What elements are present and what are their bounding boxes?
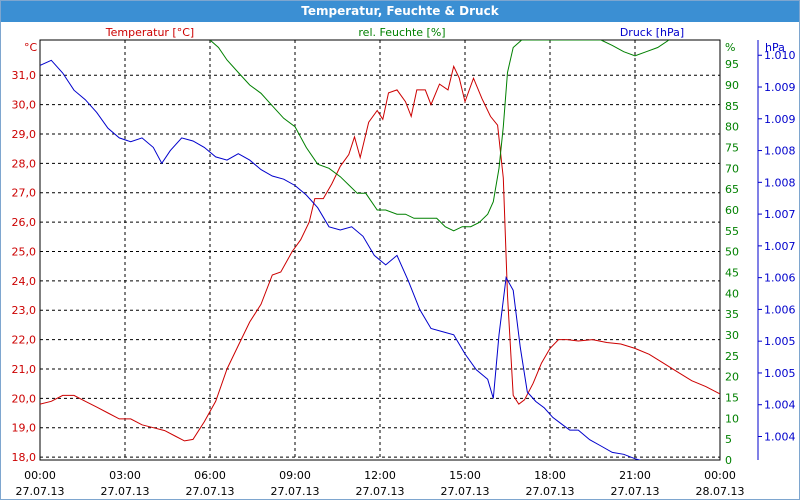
pressure-tick-label: 1.009 [764,81,796,94]
temperature-axis-title: Temperatur [°C] [105,26,194,39]
x-tick-time: 00:00 [24,469,56,482]
x-tick-date: 27.07.13 [186,485,235,498]
pressure-tick-label: 1.004 [764,430,796,443]
humidity-tick-label: 40 [725,287,739,300]
temperature-tick-label: 23,0 [12,304,37,317]
x-tick-date: 27.07.13 [271,485,320,498]
humidity-unit: % [725,41,735,54]
temperature-tick-label: 28,0 [12,157,37,170]
humidity-tick-label: 60 [725,204,739,217]
x-tick-time: 15:00 [449,469,481,482]
pressure-tick-label: 1.006 [764,303,796,316]
humidity-tick-label: 15 [725,392,739,405]
humidity-tick-label: 80 [725,121,739,134]
x-tick-date: 28.07.13 [696,485,745,498]
x-tick-date: 27.07.13 [16,485,65,498]
x-tick-date: 27.07.13 [356,485,405,498]
pressure-axis-title: Druck [hPa] [620,26,684,39]
humidity-tick-label: 0 [725,454,732,467]
humidity-tick-label: 5 [725,433,732,446]
temperature-tick-label: 20,0 [12,392,37,405]
temperature-tick-label: 19,0 [12,422,37,435]
x-tick-time: 03:00 [109,469,141,482]
temperature-tick-label: 22,0 [12,334,37,347]
humidity-tick-label: 70 [725,162,739,175]
temperature-tick-label: 24,0 [12,275,37,288]
temperature-tick-label: 29,0 [12,128,37,141]
humidity-tick-label: 30 [725,329,739,342]
temperature-tick-label: 27,0 [12,187,37,200]
humidity-axis-title: rel. Feuchte [%] [358,26,445,39]
temperature-tick-label: 21,0 [12,363,37,376]
temperature-tick-label: 26,0 [12,216,37,229]
x-tick-time: 18:00 [534,469,566,482]
x-tick-time: 12:00 [364,469,396,482]
humidity-tick-label: 25 [725,350,739,363]
temperature-unit: °C [24,41,38,54]
pressure-tick-label: 1.008 [764,145,796,158]
x-tick-time: 09:00 [279,469,311,482]
x-tick-date: 27.07.13 [526,485,575,498]
humidity-tick-label: 85 [725,100,739,113]
grid [39,40,721,460]
chart-title: Temperatur, Feuchte & Druck [1,1,799,22]
pressure-tick-label: 1.007 [764,208,796,221]
pressure-unit: hPa [765,41,785,54]
series-lines [40,40,720,460]
temperature-tick-label: 18,0 [12,451,37,464]
humidity-tick-label: 50 [725,246,739,259]
axis-labels: 18,0 19,0 20,0 21,0 22,0 23,0 24,0 25,0 26,0 27,0… [12,40,796,498]
pressure-tick-label: 1.008 [764,176,796,189]
pressure-tick-label: 1.005 [764,335,796,348]
humidity-tick-label: 35 [725,308,739,321]
x-tick-time: 00:00 [704,469,736,482]
pressure-tick-label: 1.009 [764,113,796,126]
pressure-tick-label: 1.006 [764,272,796,285]
x-tick-date: 27.07.13 [101,485,150,498]
series-line-temperature [40,64,720,442]
series-line-humidity [209,40,670,232]
humidity-tick-label: 95 [725,58,739,71]
humidity-tick-label: 55 [725,225,739,238]
temperature-tick-label: 30,0 [12,99,37,112]
humidity-tick-label: 20 [725,371,739,384]
x-tick-time: 06:00 [194,469,226,482]
pressure-tick-label: 1.010 [764,49,796,62]
humidity-tick-label: 45 [725,267,739,280]
pressure-tick-label: 1.007 [764,240,796,253]
temperature-tick-label: 25,0 [12,245,37,258]
humidity-tick-label: 65 [725,183,739,196]
x-tick-date: 27.07.13 [441,485,490,498]
pressure-tick-label: 1.005 [764,367,796,380]
humidity-tick-label: 10 [725,412,739,425]
humidity-tick-label: 90 [725,79,739,92]
pressure-tick-label: 1.004 [764,399,796,412]
plot-border [39,39,721,461]
humidity-tick-label: 75 [725,142,739,155]
temperature-tick-label: 31,0 [12,69,37,82]
x-tick-date: 27.07.13 [611,485,660,498]
series-line-pressure [40,59,642,460]
x-tick-time: 21:00 [619,469,651,482]
